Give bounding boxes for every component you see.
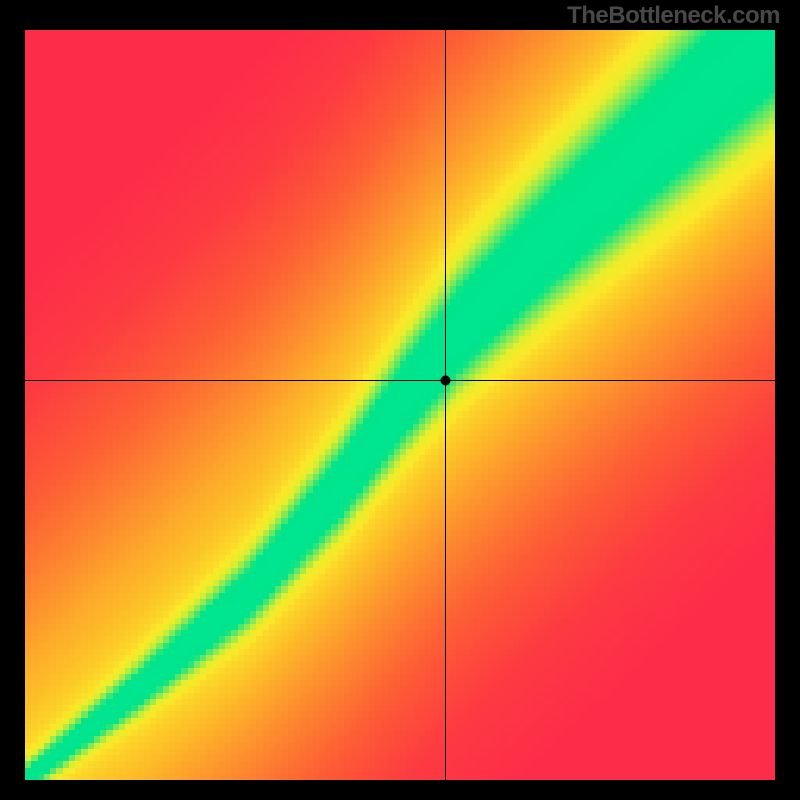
chart-frame: TheBottleneck.com	[0, 0, 800, 800]
heatmap-canvas	[25, 30, 775, 780]
heatmap-plot	[25, 30, 775, 780]
watermark-text: TheBottleneck.com	[567, 2, 780, 30]
